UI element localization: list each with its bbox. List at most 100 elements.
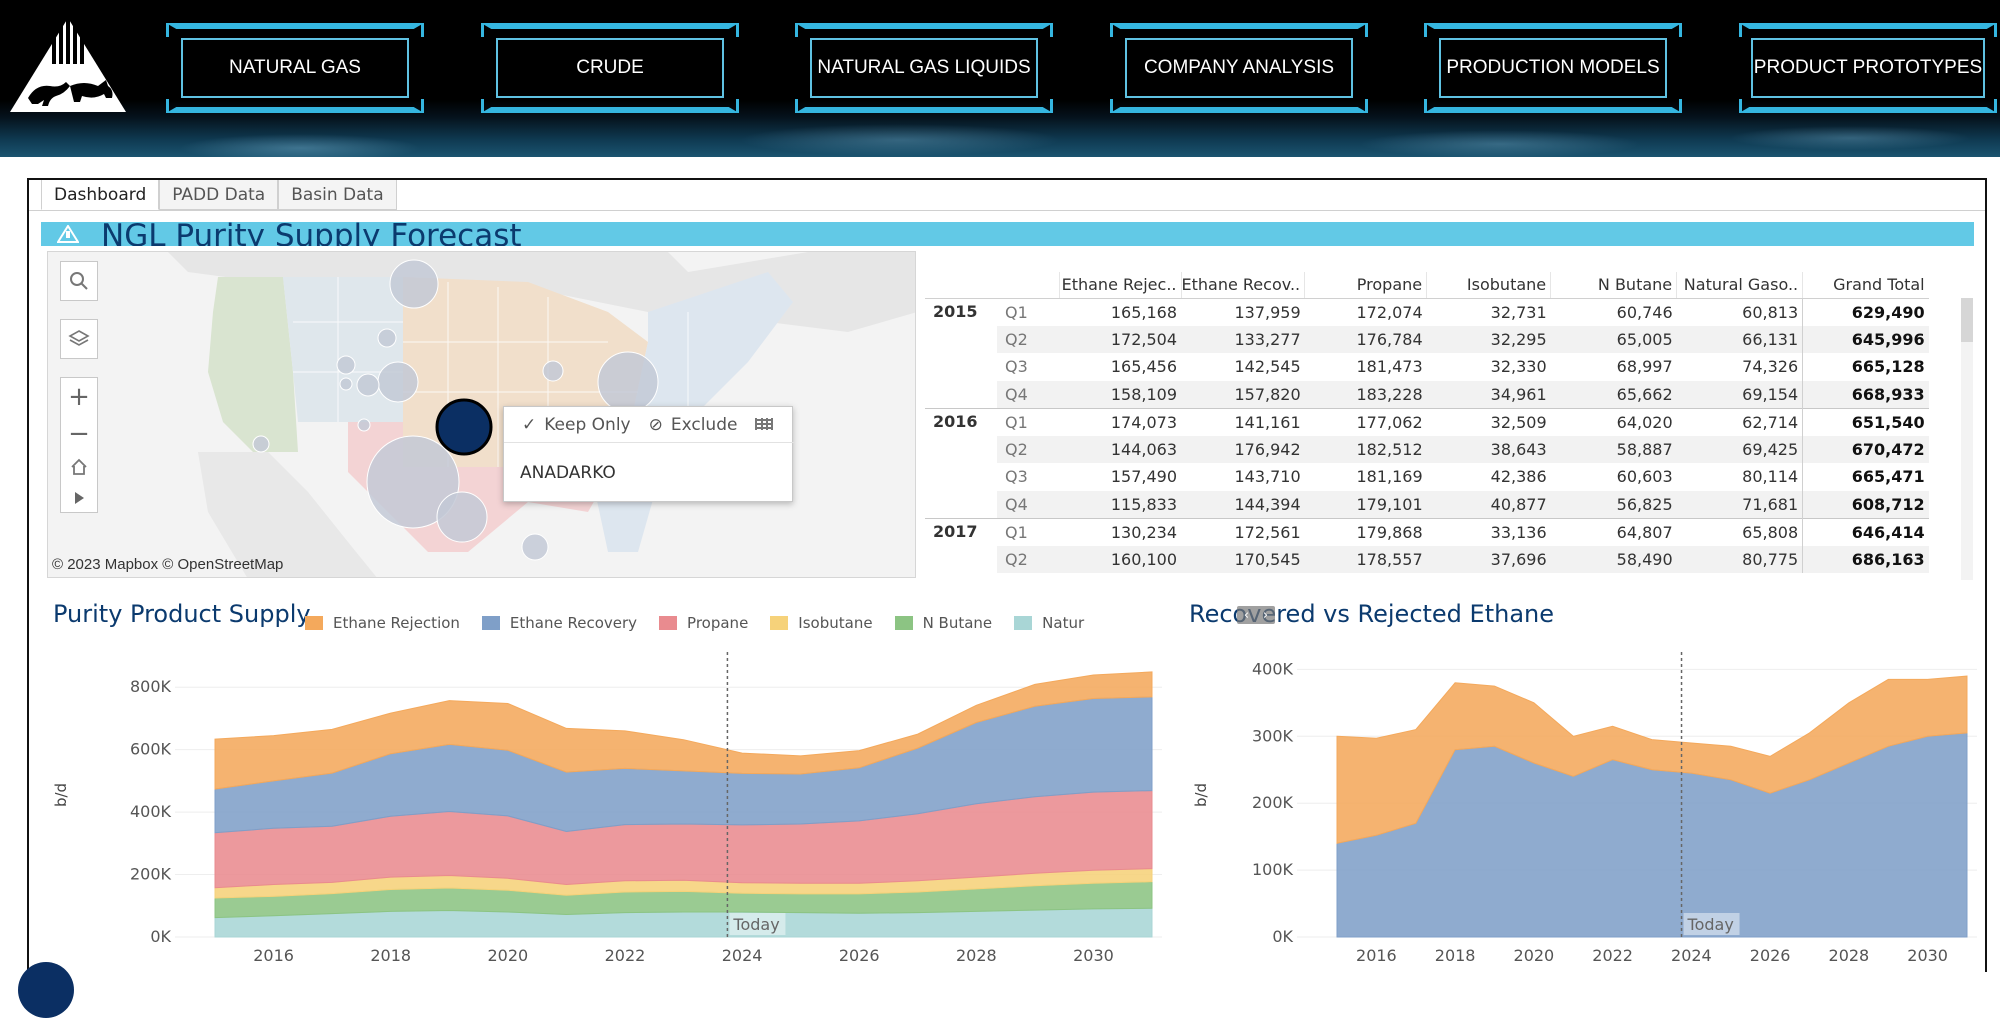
area-series-ethane-rejection[interactable]: [214, 671, 1153, 790]
basin-bubble[interactable]: [521, 533, 549, 561]
keep-only-button[interactable]: ✓ Keep Only: [522, 415, 631, 435]
value-cell[interactable]: 32,295: [1426, 325, 1551, 353]
value-cell[interactable]: 157,820: [1181, 380, 1305, 408]
grand-total-cell[interactable]: 686,163: [1802, 545, 1929, 573]
grand-total-cell[interactable]: 665,471: [1802, 463, 1929, 491]
exclude-button[interactable]: ⊘ Exclude: [649, 415, 738, 435]
value-cell[interactable]: 177,062: [1304, 407, 1427, 436]
value-cell[interactable]: 80,114: [1742, 467, 1799, 487]
column-header[interactable]: Propane: [1304, 272, 1427, 299]
value-cell[interactable]: 133,277: [1181, 325, 1305, 353]
value-cell[interactable]: 179,868: [1304, 517, 1427, 546]
basin-bubble[interactable]: [389, 259, 439, 309]
value-cell[interactable]: 170,545: [1181, 545, 1305, 573]
value-cell[interactable]: 144,063: [1059, 435, 1181, 463]
padd-4-region[interactable]: [283, 277, 403, 422]
table-row[interactable]: Q2 172,504 133,277 176,784 32,295 65,005 66,13…: [925, 325, 1929, 353]
column-header[interactable]: Grand Total: [1802, 272, 1929, 299]
map-search-control[interactable]: [60, 261, 98, 301]
value-cell[interactable]: 176,784: [1304, 325, 1427, 353]
basin-bubble[interactable]: [377, 328, 397, 348]
value-cell[interactable]: 176,942: [1181, 435, 1305, 463]
value-cell[interactable]: 172,074: [1356, 302, 1423, 322]
value-cell[interactable]: 165,456: [1110, 357, 1177, 377]
ethane-chart[interactable]: 400K 300K 200K 100K 0K 2016 2018 2020 2022 2024 20…: [1205, 636, 1985, 972]
basin-bubble[interactable]: [542, 360, 564, 382]
value-cell[interactable]: 141,161: [1181, 407, 1305, 436]
legend-item[interactable]: Ethane Rejection: [305, 612, 460, 634]
value-cell[interactable]: 137,959: [1234, 302, 1301, 322]
value-cell[interactable]: 33,136: [1426, 517, 1551, 546]
value-cell[interactable]: 65,808: [1676, 517, 1803, 546]
value-cell[interactable]: 66,131: [1676, 325, 1803, 353]
basin-bubble[interactable]: [356, 373, 380, 397]
value-cell[interactable]: 71,681: [1676, 490, 1803, 518]
legend-item[interactable]: N Butane: [894, 612, 992, 634]
grand-total-cell[interactable]: 646,414: [1802, 517, 1929, 546]
help-badge-icon[interactable]: [18, 962, 74, 1018]
column-header[interactable]: Ethane Recov..: [1180, 272, 1305, 299]
area-series-ethane-rejection[interactable]: [1336, 675, 1968, 844]
value-cell[interactable]: 42,386: [1490, 467, 1547, 487]
legend-item[interactable]: Ethane Recovery: [481, 612, 637, 634]
grand-total-cell[interactable]: 651,540: [1802, 407, 1929, 436]
value-cell[interactable]: 34,961: [1426, 380, 1551, 408]
column-header[interactable]: Natural Gaso..: [1676, 272, 1803, 299]
table-row[interactable]: Q3 165,456 142,545 181,473 32,330 68,997 74,32…: [925, 353, 1929, 381]
value-cell[interactable]: 160,100: [1059, 545, 1181, 573]
value-cell[interactable]: 32,509: [1426, 407, 1551, 436]
value-cell[interactable]: 58,887: [1550, 435, 1677, 463]
value-cell[interactable]: 179,101: [1304, 490, 1427, 518]
tab-padd-data[interactable]: PADD Data: [159, 180, 279, 210]
column-header[interactable]: Ethane Rejec..: [1058, 272, 1181, 299]
map-attribution[interactable]: © 2023 Mapbox © OpenStreetMap: [52, 556, 284, 573]
basin-bubble[interactable]: [357, 418, 371, 432]
value-cell[interactable]: 178,557: [1304, 545, 1427, 573]
grand-total-cell[interactable]: 645,996: [1802, 325, 1929, 353]
value-cell[interactable]: 80,775: [1676, 545, 1803, 573]
value-cell[interactable]: 64,807: [1550, 517, 1677, 546]
value-cell[interactable]: 172,504: [1059, 325, 1181, 353]
table-row[interactable]: Q4 158,109 157,820 183,228 34,961 65,662 69,15…: [925, 380, 1929, 408]
value-cell[interactable]: 56,825: [1550, 490, 1677, 518]
legend-item[interactable]: Natur: [1014, 612, 1084, 634]
view-data-button[interactable]: [755, 417, 774, 432]
table-scrollbar-thumb[interactable]: [1961, 298, 1973, 342]
basin-bubble[interactable]: [377, 361, 419, 403]
value-cell[interactable]: 172,561: [1181, 517, 1305, 546]
supply-map[interactable]: + − © 2023 Mapbox © OpenStreetMap ✓ Keep…: [47, 251, 916, 578]
value-cell[interactable]: 181,169: [1356, 467, 1423, 487]
legend-pager[interactable]: ‹ ›: [1237, 606, 1275, 624]
value-cell[interactable]: 60,813: [1742, 302, 1799, 322]
value-cell[interactable]: 40,877: [1426, 490, 1551, 518]
value-cell[interactable]: 157,490: [1110, 467, 1177, 487]
basin-bubble[interactable]: [436, 491, 488, 543]
table-row[interactable]: 2016 Q1 174,073 141,161 177,062 32,509 64,020 6…: [925, 407, 1929, 436]
grand-total-cell[interactable]: 665,128: [1802, 353, 1929, 381]
value-cell[interactable]: 182,512: [1304, 435, 1427, 463]
table-row[interactable]: 2015 Q1 165,168 137,959 172,074 32,731 60,746 6…: [925, 298, 1929, 326]
grand-total-cell[interactable]: 629,490: [1802, 298, 1929, 326]
map-layers-control[interactable]: [60, 319, 98, 359]
table-row[interactable]: Q2 160,100 170,545 178,557 37,696 58,490 80,77…: [925, 545, 1929, 573]
nav-natural-gas-liquids-button[interactable]: NATURAL GAS LIQUIDS: [795, 23, 1053, 113]
table-row[interactable]: Q2 144,063 176,942 182,512 38,643 58,887 69,42…: [925, 435, 1929, 463]
tab-dashboard[interactable]: Dashboard: [41, 180, 160, 210]
value-cell[interactable]: 65,662: [1550, 380, 1677, 408]
value-cell[interactable]: 65,005: [1550, 325, 1677, 353]
play-icon[interactable]: [72, 490, 86, 506]
grand-total-cell[interactable]: 670,472: [1802, 435, 1929, 463]
basin-bubble[interactable]: [252, 435, 270, 453]
legend-item[interactable]: Propane: [659, 612, 748, 634]
table-row[interactable]: Q3 157,490 143,710 181,169 42,386 60,603 80,11…: [925, 463, 1929, 491]
value-cell[interactable]: 38,643: [1426, 435, 1551, 463]
value-cell[interactable]: 32,330: [1490, 357, 1547, 377]
value-cell[interactable]: 115,833: [1059, 490, 1181, 518]
basin-bubble[interactable]: [597, 351, 659, 413]
value-cell[interactable]: 142,545: [1234, 357, 1301, 377]
value-cell[interactable]: 69,154: [1676, 380, 1803, 408]
nav-production-models-button[interactable]: PRODUCTION MODELS: [1424, 23, 1682, 113]
home-icon[interactable]: [69, 457, 89, 477]
legend-item[interactable]: Isobutane: [770, 612, 873, 634]
value-cell[interactable]: 64,020: [1550, 407, 1677, 436]
